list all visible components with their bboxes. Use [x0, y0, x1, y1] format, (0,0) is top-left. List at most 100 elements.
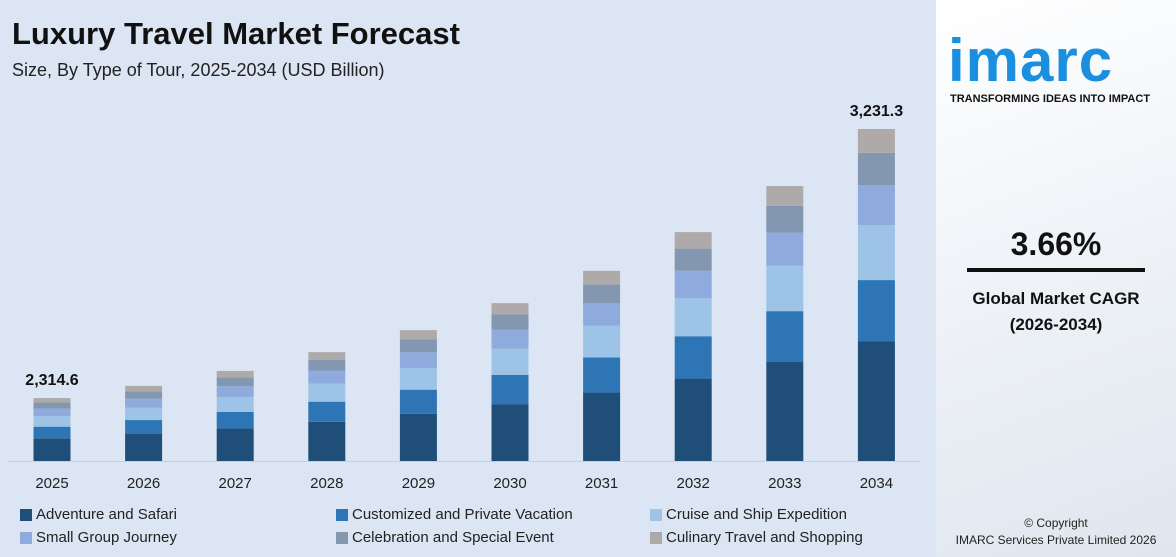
bar-segment [857, 224, 895, 281]
bar-segment [766, 205, 804, 233]
chart-title: Luxury Travel Market Forecast [12, 16, 460, 51]
legend-swatch [336, 531, 348, 544]
bar-segment [308, 421, 346, 461]
bar-segment [216, 370, 254, 378]
bar-segment [33, 438, 71, 461]
bar-segment [766, 311, 804, 363]
bar-segment [766, 265, 804, 312]
x-tick-label: 2034 [860, 475, 893, 492]
x-tick-label: 2025 [35, 475, 68, 492]
bar-segment [766, 186, 804, 206]
legend-swatch [20, 531, 32, 544]
x-tick-label: 2028 [310, 475, 343, 492]
legend-item: Customized and Private Vacation [336, 506, 573, 523]
bar-segment [491, 329, 529, 349]
bar-segment [125, 407, 163, 421]
x-tick-label: 2029 [402, 475, 435, 492]
side-panel: imarc TRANSFORMING IDEAS INTO IMPACT 3.6… [936, 0, 1176, 557]
bar-segment [857, 152, 895, 186]
bar-segment [491, 303, 529, 315]
legend-item: Culinary Travel and Shopping [650, 529, 863, 546]
legend-item: Cruise and Ship Expedition [650, 506, 847, 523]
bar-segment [674, 298, 712, 337]
bar-segment [583, 392, 621, 461]
x-tick-label: 2032 [677, 475, 710, 492]
bar-segment [857, 129, 895, 153]
stacked-bar-chart: 2025 2,314.6 2026 2027 2028 2029 2030 2031 2032 2… [8, 103, 920, 492]
bar-segment [491, 404, 529, 461]
bar-segment [674, 336, 712, 379]
bar-segment [399, 367, 437, 390]
bar-segment [125, 391, 163, 399]
legend-swatch [650, 508, 662, 521]
cagr-label: Global Market CAGR (2026-2034) [936, 286, 1176, 338]
bar-segment [308, 352, 346, 360]
cagr-label-line2: (2026-2034) [1009, 315, 1103, 334]
bar-segment [125, 385, 163, 392]
bar-segment [399, 389, 437, 414]
bar-segment [674, 378, 712, 461]
bar-segment [308, 359, 346, 371]
bar-segment [33, 408, 71, 417]
copyright-line1: © Copyright [1024, 516, 1088, 530]
legend-label: Cruise and Ship Expedition [666, 506, 847, 523]
chart-subtitle: Size, By Type of Tour, 2025-2034 (USD Bi… [12, 60, 385, 80]
legend-label: Small Group Journey [36, 529, 177, 546]
bar-segment [33, 398, 71, 403]
bar-segment [491, 314, 529, 330]
bar-segment [583, 302, 621, 326]
legend-item: Adventure and Safari [20, 506, 177, 523]
bar-segment [399, 330, 437, 340]
bar-segment [216, 386, 254, 397]
x-tick-label: 2030 [493, 475, 526, 492]
legend-label: Culinary Travel and Shopping [666, 529, 863, 546]
chart-area: Luxury Travel Market Forecast Size, By T… [8, 16, 920, 546]
legend-swatch [20, 508, 32, 521]
x-tick-label: 2031 [585, 475, 618, 492]
legend-item: Small Group Journey [20, 529, 177, 546]
legend-label: Customized and Private Vacation [352, 506, 573, 523]
legend-label: Celebration and Special Event [352, 529, 554, 546]
bar-segment [216, 396, 254, 412]
legend-swatch [336, 508, 348, 521]
legend-label: Adventure and Safari [36, 506, 177, 523]
bar-segment [399, 352, 437, 368]
logo-tagline: TRANSFORMING IDEAS INTO IMPACT [950, 93, 1151, 105]
bar-segment [308, 383, 346, 402]
bar-segment [399, 339, 437, 353]
bar-segment [216, 377, 254, 387]
legend-item: Celebration and Special Event [336, 529, 554, 546]
copyright-line2: IMARC Services Private Limited 2026 [955, 533, 1157, 547]
imarc-logo: imarc [948, 27, 1114, 94]
bar-segment [491, 374, 529, 405]
total-label: 3,231.3 [850, 103, 903, 120]
bar-segment [125, 398, 163, 408]
bar-segment [216, 428, 254, 461]
bar-segment [583, 284, 621, 303]
bar-segment [33, 416, 71, 427]
bar-segment [33, 426, 71, 439]
bar-segment [766, 362, 804, 461]
x-tick-label: 2033 [768, 475, 801, 492]
bar-segment [33, 402, 71, 409]
bar-segment [857, 185, 895, 225]
bar-segment [125, 420, 163, 434]
bar-segment [583, 270, 621, 285]
bar-segment [766, 232, 804, 266]
bar-segment [216, 411, 254, 429]
bar-segment [491, 348, 529, 375]
copyright: © Copyright IMARC Services Private Limite… [936, 515, 1176, 549]
divider [967, 268, 1145, 272]
bar-segment [583, 357, 621, 393]
x-tick-label: 2026 [127, 475, 160, 492]
bar-segment [857, 341, 895, 461]
total-label: 2,314.6 [25, 372, 78, 389]
bar-segment [583, 325, 621, 358]
bar-segment [399, 413, 437, 461]
x-tick-label: 2027 [219, 475, 252, 492]
legend-swatch [650, 531, 662, 544]
cagr-label-line1: Global Market CAGR [972, 289, 1140, 308]
bar-segment [308, 370, 346, 384]
bar-segment [674, 248, 712, 271]
bar-segment [674, 270, 712, 299]
